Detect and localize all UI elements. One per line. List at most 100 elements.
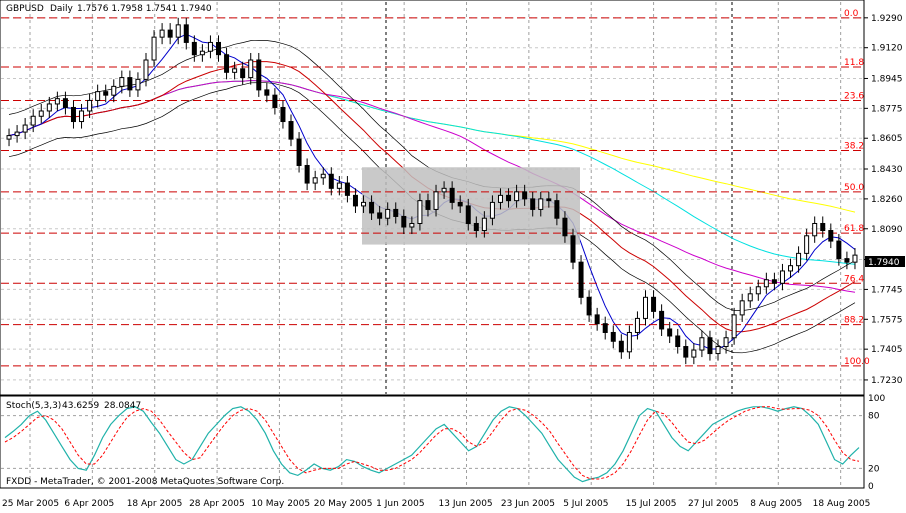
candle-body bbox=[62, 98, 68, 108]
candle-body bbox=[167, 29, 173, 38]
fib-level-label: 100.0 bbox=[844, 357, 870, 367]
price-tick-label: 1.7745 bbox=[871, 285, 903, 295]
candle-body bbox=[393, 208, 399, 217]
candle-body bbox=[264, 89, 270, 96]
candle-body bbox=[143, 59, 149, 80]
candle-body bbox=[739, 300, 745, 316]
candle-body bbox=[804, 235, 810, 254]
price-tick-label: 1.7575 bbox=[871, 315, 903, 325]
candle-body bbox=[586, 296, 592, 316]
price-tick-label: 1.7405 bbox=[871, 345, 903, 355]
candle-body bbox=[570, 235, 576, 263]
price-tick-label: 1.8090 bbox=[871, 225, 903, 235]
candle-body bbox=[836, 240, 842, 260]
time-tick-label: 28 Apr 2005 bbox=[189, 499, 245, 509]
time-tick-label: 6 Apr 2005 bbox=[64, 499, 114, 509]
candle-body bbox=[361, 201, 367, 207]
price-tick-label: 1.8260 bbox=[871, 195, 903, 205]
candlestick-series bbox=[6, 17, 858, 365]
time-tick-label: 8 Aug 2005 bbox=[750, 499, 802, 509]
time-axis: 25 Mar 2005 6 Apr 2005 18 Apr 2005 28 Apr 2… bbox=[2, 499, 870, 509]
candle-body bbox=[95, 91, 101, 101]
candle-body bbox=[216, 41, 221, 56]
candle-body bbox=[111, 85, 117, 96]
candle-body bbox=[369, 201, 375, 214]
candle-body bbox=[87, 99, 93, 112]
stoch-k-value: 43.6259 bbox=[62, 401, 99, 411]
stoch-grid bbox=[29, 398, 842, 486]
candle-body bbox=[643, 296, 648, 319]
price-tick-label: 1.8775 bbox=[871, 104, 903, 114]
price-axis: 1.9290 1.9120 1.8945 1.8775 1.8605 1.8430 1.82… bbox=[864, 14, 903, 386]
candle-body bbox=[546, 198, 552, 202]
candle-body bbox=[457, 201, 463, 207]
stoch-tick-label: 0 bbox=[868, 482, 874, 492]
time-tick-label: 23 Jun 2005 bbox=[501, 499, 555, 509]
candle-body bbox=[344, 182, 350, 196]
candle-body bbox=[385, 208, 391, 219]
candle-body bbox=[224, 54, 230, 73]
candle-body bbox=[651, 296, 657, 312]
candle-body bbox=[755, 286, 761, 295]
candle-body bbox=[828, 230, 834, 242]
price-tick-label: 1.7230 bbox=[871, 376, 903, 386]
candle-body bbox=[489, 201, 495, 219]
candle-body bbox=[336, 182, 342, 189]
candle-body bbox=[159, 29, 165, 38]
candle-body bbox=[667, 328, 673, 337]
stoch-d-line bbox=[4, 406, 860, 480]
candle-body bbox=[554, 200, 560, 219]
candle-body bbox=[594, 314, 600, 325]
time-tick-label: 27 Jul 2005 bbox=[688, 499, 739, 509]
candle-body bbox=[506, 194, 512, 202]
candle-body bbox=[465, 205, 471, 224]
candle-body bbox=[417, 200, 423, 224]
candle-body bbox=[135, 78, 141, 91]
fib-level-label: 38.2 bbox=[844, 142, 864, 152]
candle-body bbox=[352, 194, 358, 207]
candle-body bbox=[473, 222, 479, 232]
last-price-marker bbox=[865, 256, 905, 267]
candle-body bbox=[409, 222, 415, 228]
candle-body bbox=[779, 270, 785, 284]
fib-level-label: 88.2 bbox=[844, 316, 864, 326]
candle-body bbox=[715, 346, 721, 355]
candle-body bbox=[699, 337, 705, 351]
time-tick-label: 10 May 2005 bbox=[251, 499, 310, 509]
fib-level-label: 11.8 bbox=[844, 58, 864, 68]
candle-body bbox=[602, 323, 608, 333]
candle-body bbox=[514, 191, 520, 202]
candle-body bbox=[6, 135, 12, 140]
candle-body bbox=[288, 121, 294, 140]
candle-body bbox=[256, 59, 262, 91]
candle-body bbox=[796, 252, 802, 267]
candle-body bbox=[449, 187, 455, 203]
candle-body bbox=[852, 254, 858, 263]
stoch-k-line bbox=[4, 406, 860, 483]
candle-body bbox=[401, 215, 407, 228]
price-tick-label: 1.9120 bbox=[871, 44, 903, 54]
candle-body bbox=[497, 194, 503, 203]
chart-symbol: GBPUSD bbox=[6, 4, 44, 14]
candle-body bbox=[46, 103, 52, 112]
stoch-tick-label: 20 bbox=[868, 464, 880, 474]
candle-body bbox=[788, 265, 794, 272]
candle-body bbox=[763, 279, 769, 288]
last-price-label: 1.7940 bbox=[868, 258, 900, 268]
candle-body bbox=[232, 68, 238, 73]
candle-body bbox=[562, 217, 568, 237]
candle-body bbox=[30, 115, 36, 126]
candle-body bbox=[312, 177, 318, 184]
time-tick-label: 18 Aug 2005 bbox=[813, 499, 871, 509]
candle-body bbox=[22, 124, 28, 133]
stoch-d-value: 28.0847 bbox=[104, 401, 141, 411]
candle-body bbox=[54, 98, 60, 105]
time-tick-label: 25 Mar 2005 bbox=[2, 499, 59, 509]
copyright-text: FXDD - MetaTrader, © 2001-2008 MetaQuote… bbox=[6, 477, 284, 487]
candle-body bbox=[481, 217, 487, 232]
candle-body bbox=[328, 173, 334, 189]
candle-body bbox=[304, 164, 310, 184]
consolidation-box bbox=[362, 167, 580, 245]
